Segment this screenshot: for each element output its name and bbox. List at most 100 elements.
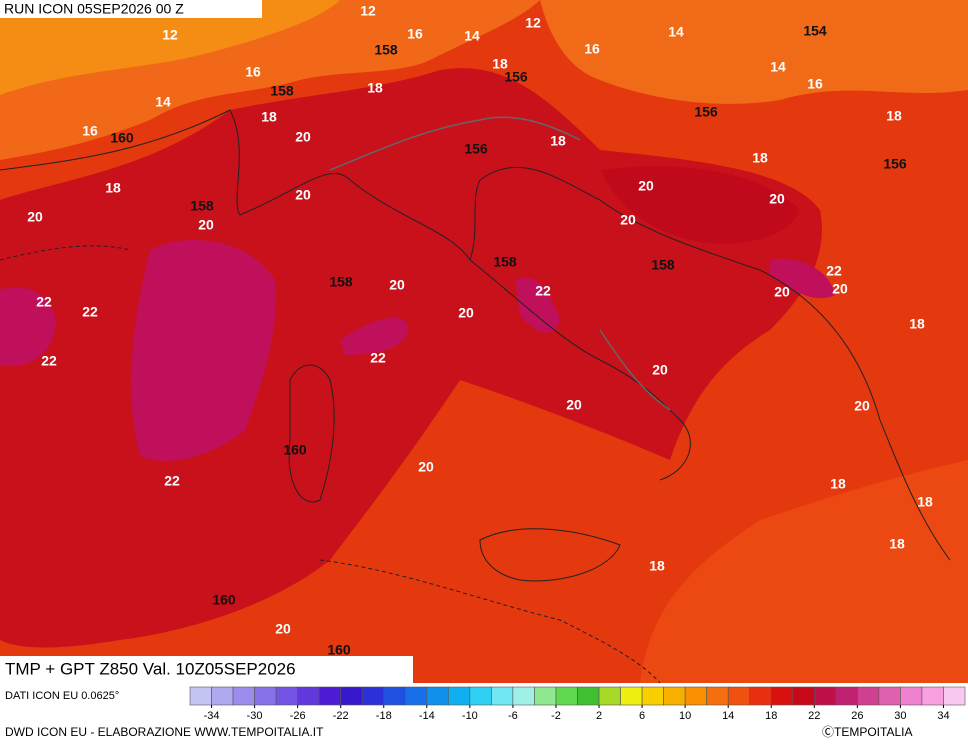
temperature-label: 12: [525, 15, 541, 31]
colorbar-box: [684, 686, 707, 706]
field-12: [0, 0, 340, 95]
colorbar-box: [297, 686, 320, 706]
temperature-label: 20: [620, 212, 636, 228]
temperature-label: 18: [492, 56, 508, 72]
colorbar-tick-label: 26: [851, 710, 863, 722]
colorbar-box: [404, 686, 428, 706]
geopotential-label: 154: [803, 23, 827, 39]
colorbar-tick-label: -22: [333, 710, 349, 722]
temperature-label: 22: [535, 283, 551, 299]
geopotential-label: 158: [329, 274, 353, 290]
run-label: RUN ICON 05SEP2026 00 Z: [4, 1, 184, 17]
geopotential-label: 158: [374, 42, 398, 58]
temperature-label: 16: [807, 76, 823, 92]
colorbar-tick-label: 10: [679, 710, 691, 722]
temperature-label: 20: [295, 129, 311, 145]
field-16b: [540, 0, 968, 104]
temperature-label: 16: [407, 26, 423, 42]
colorbar-box: [921, 686, 944, 706]
temperature-label: 14: [770, 59, 786, 75]
contour-labels: 12 12 12 16 14 16 14 14 16 16 14 18 18 18 16 20 18 18 18 18…: [27, 3, 933, 658]
geopotential-label: 160: [110, 130, 134, 146]
colorbar-box: [749, 686, 772, 706]
temperature-label: 22: [36, 294, 52, 310]
colorbar-box: [577, 686, 600, 706]
colorbar-box: [663, 686, 686, 706]
colorbar-box: [318, 686, 341, 706]
temperature-label: 18: [830, 476, 846, 492]
field-22d: [515, 277, 560, 333]
colorbar-tick-label: -26: [290, 710, 306, 722]
colorbar-box: [792, 686, 815, 706]
colorbar-box: [943, 686, 966, 706]
temperature-label: 20: [769, 191, 785, 207]
borders: [329, 116, 671, 411]
title-box: [0, 656, 413, 683]
field-22e: [770, 259, 835, 299]
temperature-label: 16: [584, 41, 600, 57]
colorbar-box: [641, 686, 664, 706]
colorbar-tick-label: -10: [462, 710, 478, 722]
colorbar-box: [275, 686, 298, 706]
colorbar-tick-label: -18: [376, 710, 392, 722]
colorbar-box: [878, 686, 901, 706]
temperature-label: 18: [886, 108, 902, 124]
map-title: TMP + GPT Z850 Val. 10Z05SEP2026: [5, 659, 296, 678]
geopotential-label: 158: [270, 83, 294, 99]
colorbar-tick-label: 2: [596, 710, 602, 722]
temperature-label: 18: [261, 109, 277, 125]
colorbar-box: [448, 686, 471, 706]
colorbar-tick-label: -6: [508, 710, 518, 722]
map: 12 12 12 16 14 16 14 14 16 16 14 18 18 18 16 20 18 18 18 18…: [0, 0, 968, 684]
geopotential-label: 160: [283, 442, 307, 458]
temperature-label: 22: [370, 350, 386, 366]
geopotential-label: 156: [883, 156, 907, 172]
colorbar-box: [814, 686, 837, 706]
colorbar-tick-label: 6: [639, 710, 645, 722]
colorbar-box: [620, 686, 643, 706]
colorbar-box: [211, 686, 234, 706]
temperature-label: 20: [458, 305, 474, 321]
colorbar-tick-label: 14: [722, 710, 734, 722]
temperature-label: 12: [162, 27, 178, 43]
temperature-label: 18: [105, 180, 121, 196]
field-22: [131, 240, 276, 461]
temperature-label: 22: [82, 304, 98, 320]
temperature-label: 20: [275, 621, 291, 637]
temperature-label: 12: [360, 3, 376, 19]
colorbar-box: [900, 686, 923, 706]
field-20b: [600, 166, 800, 244]
source: DATI ICON EU 0.0625°: [5, 690, 119, 702]
temperature-label: 20: [27, 209, 43, 225]
colorbar-box: [706, 686, 729, 706]
colorbar-tick-label: -14: [419, 710, 435, 722]
geopotential-label: 156: [464, 141, 488, 157]
colorbar-box: [598, 686, 621, 706]
geopotential-label: 158: [651, 257, 675, 273]
temperature-label: 16: [245, 64, 261, 80]
field-22b: [0, 287, 56, 367]
geopotential-label: 156: [694, 104, 718, 120]
colorbar-box: [232, 686, 255, 706]
colorbar-box: [189, 686, 212, 706]
colorbar-box: [254, 686, 277, 706]
colorbar-tick-label: 30: [894, 710, 906, 722]
colorbar-box: [857, 686, 880, 706]
colorbar-box: [534, 686, 557, 706]
colorbar-tick-label: -34: [204, 710, 220, 722]
colorbar-box: [555, 686, 578, 706]
colorbar-tick-label: 34: [937, 710, 949, 722]
temperature-label: 18: [550, 133, 566, 149]
temperature-label: 20: [295, 187, 311, 203]
field-20: [0, 68, 822, 648]
geopotential-label: 160: [327, 642, 351, 658]
temperature-label: 20: [198, 217, 214, 233]
colorbar-box: [340, 686, 363, 706]
temperature-label: 18: [889, 536, 905, 552]
colorbar-box: [491, 686, 514, 706]
colorbar-tick-label: 22: [808, 710, 820, 722]
colorbar-box: [512, 686, 535, 706]
colorbar-box: [426, 686, 449, 706]
colorbar-box: [770, 686, 794, 706]
temperature-label: 20: [566, 397, 582, 413]
